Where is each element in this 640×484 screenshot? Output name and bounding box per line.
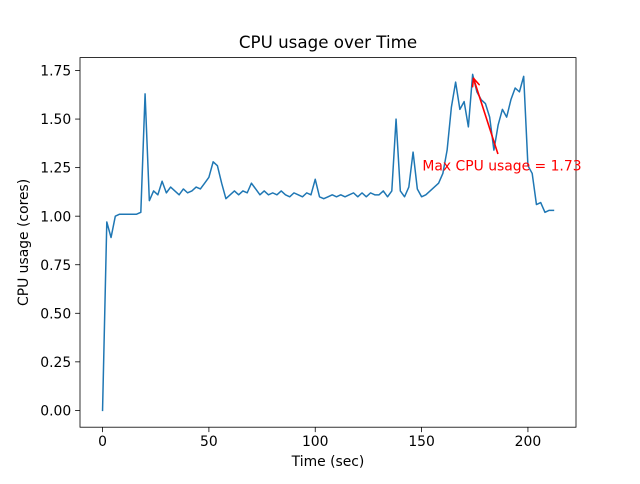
plot-spines bbox=[79, 57, 577, 428]
x-tick-label: 0 bbox=[98, 434, 107, 450]
x-axis: 0 50 100 150 200 bbox=[98, 427, 541, 450]
axes-frame bbox=[79, 57, 577, 428]
y-tick-label: 0.00 bbox=[40, 404, 71, 420]
x-tick-label: 150 bbox=[408, 434, 435, 450]
y-tick-label: 1.50 bbox=[40, 112, 71, 128]
arrow-barb bbox=[471, 77, 475, 88]
x-axis-label: Time (sec) bbox=[291, 454, 365, 470]
arrow-barb bbox=[472, 77, 480, 86]
y-tick-label: 0.50 bbox=[40, 306, 71, 322]
arrow-shaft bbox=[472, 78, 499, 155]
y-axis-label: CPU usage (cores) bbox=[16, 179, 32, 306]
x-tick-label: 50 bbox=[200, 434, 218, 450]
y-axis: 0.00 0.25 0.50 0.75 1.00 1.25 1.50 1.75 bbox=[40, 64, 80, 420]
x-tick-label: 200 bbox=[515, 434, 542, 450]
y-tick-label: 1.00 bbox=[40, 209, 71, 225]
chart-title: CPU usage over Time bbox=[239, 32, 417, 52]
y-tick-label: 0.75 bbox=[40, 258, 71, 274]
annotation-text: Max CPU usage = 1.73 bbox=[422, 159, 581, 175]
y-tick-label: 1.75 bbox=[40, 64, 71, 80]
y-tick-label: 0.25 bbox=[40, 355, 71, 371]
y-tick-label: 1.25 bbox=[40, 161, 71, 177]
annotation-arrow bbox=[471, 77, 499, 155]
x-tick-label: 100 bbox=[302, 434, 329, 450]
